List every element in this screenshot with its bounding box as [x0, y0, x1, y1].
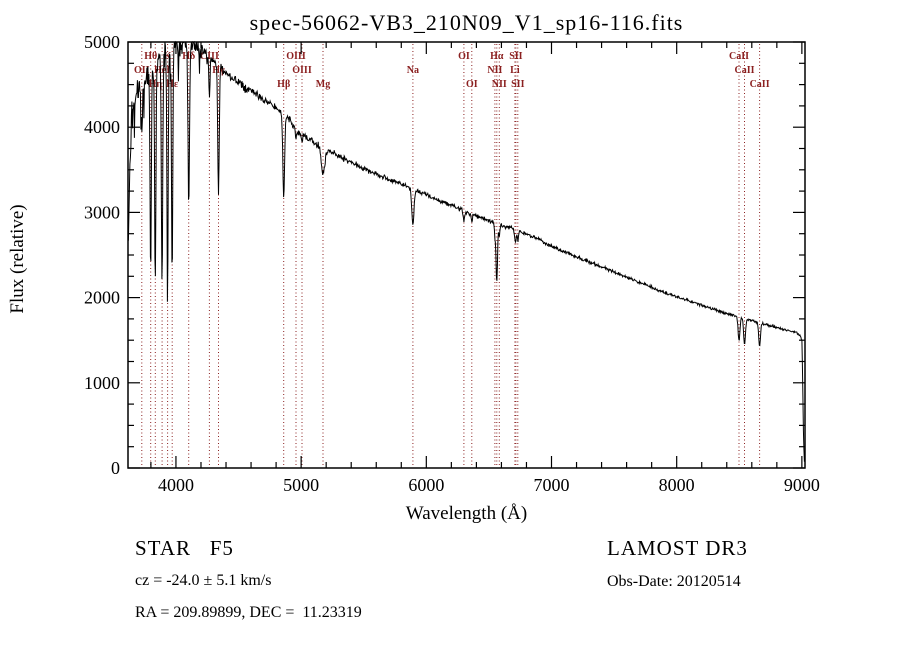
- x-axis-label: Wavelength (Å): [405, 503, 528, 524]
- spectral-line-label: OIII: [286, 51, 306, 62]
- spectral-line-label: Hβ: [277, 79, 290, 90]
- spectrum-trace: [127, 40, 805, 462]
- spectral-line-label: CaII: [734, 65, 754, 76]
- object-type-label: STAR F5: [135, 536, 234, 560]
- x-tick-label: 8000: [659, 475, 695, 495]
- x-tick-label: 9000: [784, 475, 820, 495]
- spectral-line-label: Hα: [490, 51, 504, 62]
- survey-label: LAMOST DR3: [607, 536, 748, 560]
- page-title: spec-56062-VB3_210N09_V1_sp16-116.fits: [249, 10, 684, 35]
- x-tick-label: 4000: [158, 475, 194, 495]
- axis-frame: [127, 41, 806, 469]
- spectral-line-label: CIII: [200, 51, 219, 62]
- y-tick-label: 2000: [84, 288, 120, 308]
- radial-velocity-label: cz = -24.0 ± 5.1 km/s: [135, 572, 272, 589]
- spectral-line-label: OII: [134, 65, 150, 76]
- spectral-line-label: OI: [458, 51, 470, 62]
- spectral-line-label: NII: [487, 65, 502, 76]
- spectral-line-label: OI: [466, 79, 478, 90]
- spectral-line-label: Hη: [149, 79, 163, 90]
- spectral-line-label: Hθ: [144, 51, 157, 62]
- spectral-line-label: SII: [509, 51, 522, 62]
- y-tick-label: 5000: [84, 32, 120, 52]
- y-tick-label: 4000: [84, 117, 120, 137]
- spectral-line-label: Mg: [316, 79, 330, 90]
- coordinates-label: RA = 209.89899, DEC = 11.23319: [135, 604, 362, 621]
- x-tick-label: 6000: [408, 475, 444, 495]
- spectral-line-label: NII: [492, 79, 507, 90]
- spectral-line-label: CaII: [750, 79, 770, 90]
- spectral-line-label: SII: [511, 79, 524, 90]
- spectral-line-label: Li: [510, 65, 520, 76]
- x-tick-label: 7000: [534, 475, 570, 495]
- obs-date-label: Obs-Date: 20120514: [607, 573, 741, 590]
- y-tick-label: 3000: [84, 202, 120, 222]
- spectral-line-label: HeI: [154, 65, 170, 76]
- spectral-line-label: Hγ: [212, 65, 225, 76]
- spectral-line-label: Na: [407, 65, 419, 76]
- y-tick-label: 0: [111, 458, 120, 478]
- spectral-line-label: K: [164, 51, 172, 62]
- spectral-line-label: Hε: [166, 79, 179, 90]
- spectral-line-label: Hδ: [182, 51, 195, 62]
- y-tick-label: 1000: [84, 373, 120, 393]
- spectral-line-label: OIII: [292, 65, 312, 76]
- x-tick-label: 5000: [283, 475, 319, 495]
- spectral-line-label: CaII: [729, 51, 749, 62]
